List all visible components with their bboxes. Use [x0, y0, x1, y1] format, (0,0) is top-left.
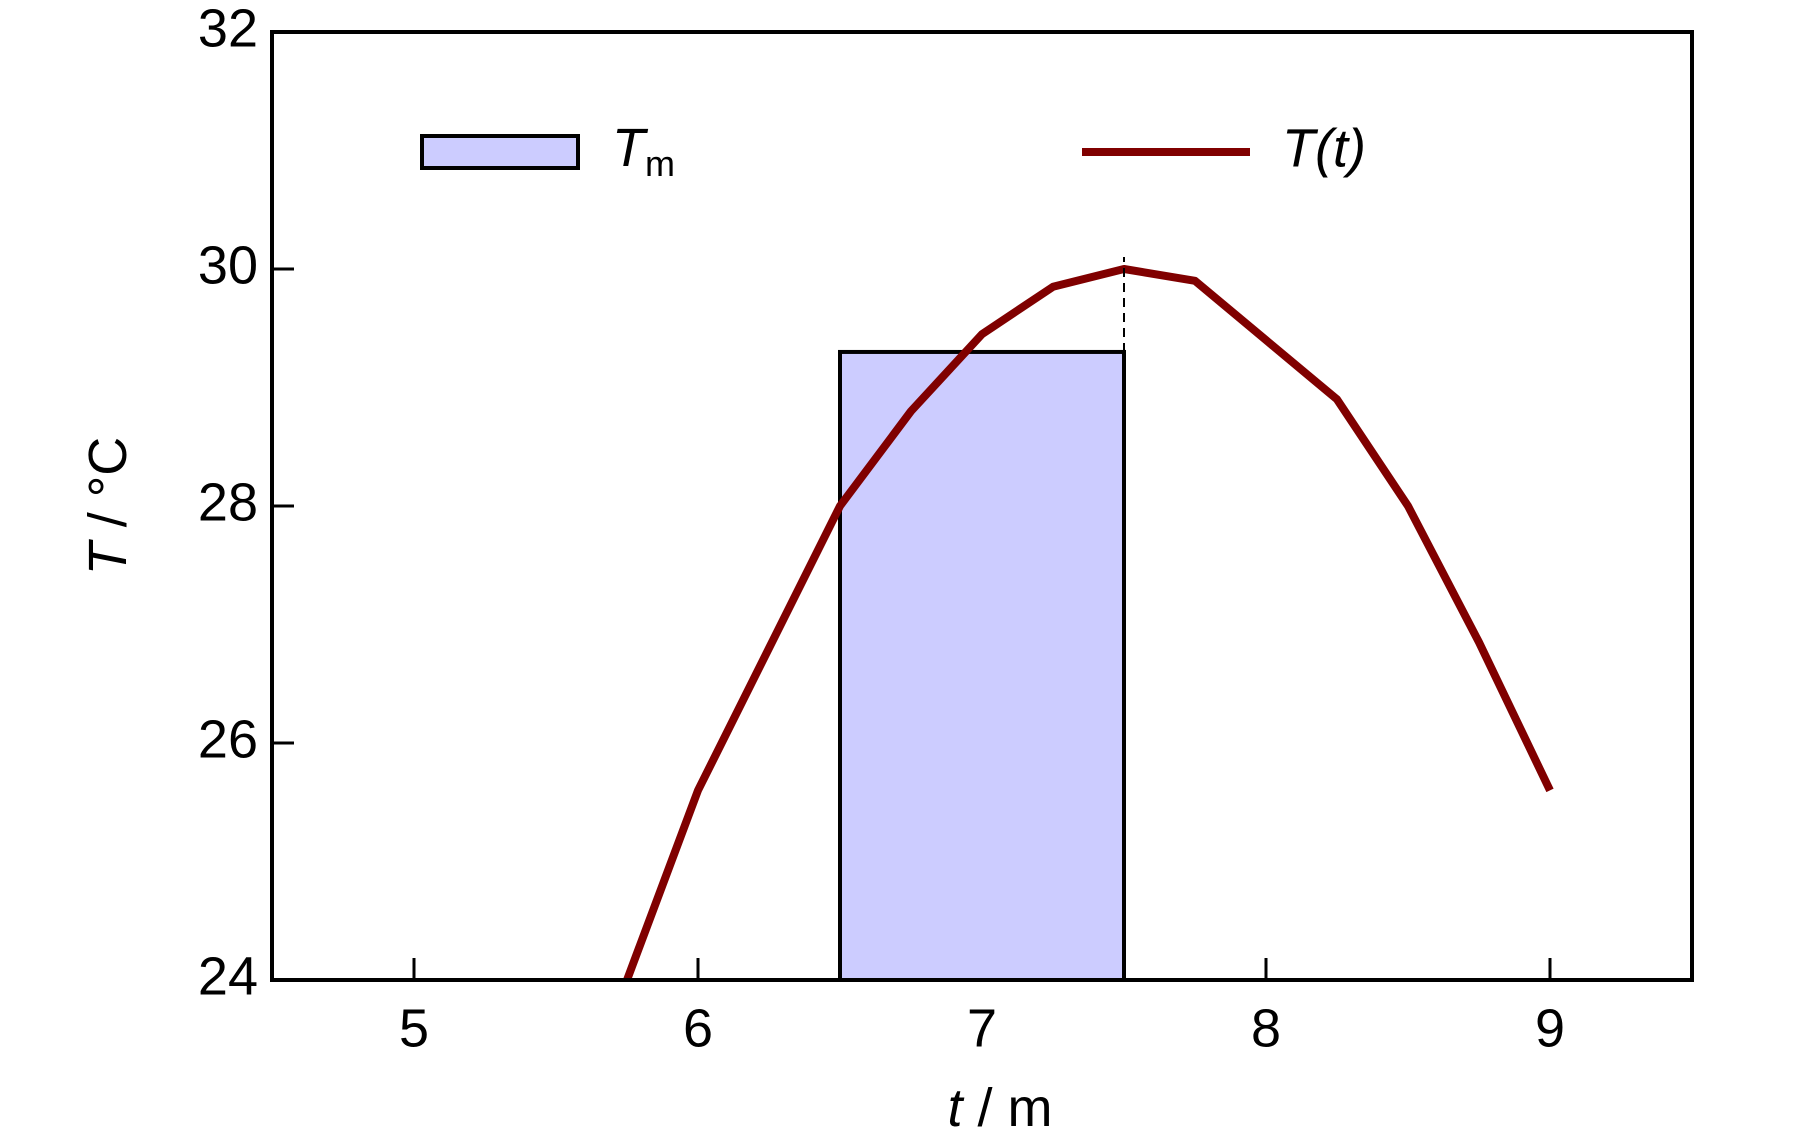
- y-axis-label: T / °C: [78, 437, 138, 576]
- legend-swatch: [420, 134, 580, 170]
- bar: [838, 349, 1126, 982]
- y-tick-label: 26: [198, 709, 258, 769]
- x-tick-label: 5: [399, 998, 429, 1058]
- x-tick-label: 6: [683, 998, 713, 1058]
- line: [623, 265, 1554, 982]
- y-tick-label: 30: [198, 235, 258, 295]
- y-tick-label: 24: [198, 946, 258, 1006]
- x-tick-label: 7: [967, 998, 997, 1058]
- x-tick-label: 9: [1535, 998, 1565, 1058]
- y-tick-label: 28: [198, 472, 258, 532]
- y-tick-label: 32: [198, 0, 258, 58]
- x-tick-label: 8: [1251, 998, 1281, 1058]
- plot-frame: [270, 30, 1694, 982]
- legend-label: T(t): [1282, 118, 1366, 178]
- legend-label: Tm: [612, 118, 675, 183]
- x-axis-label: t / m: [947, 1078, 1052, 1134]
